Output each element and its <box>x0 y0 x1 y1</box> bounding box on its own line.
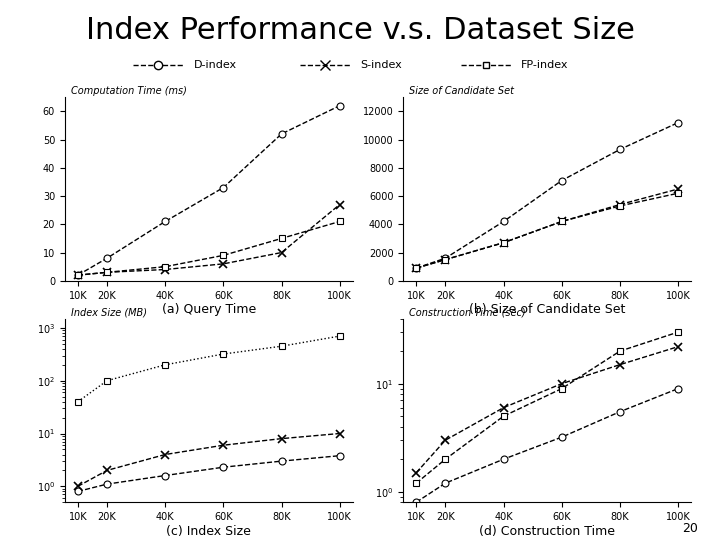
Text: Index Performance v.s. Dataset Size: Index Performance v.s. Dataset Size <box>86 16 634 45</box>
X-axis label: (c) Index Size: (c) Index Size <box>166 525 251 538</box>
X-axis label: (a) Query Time: (a) Query Time <box>162 303 256 316</box>
X-axis label: (d) Construction Time: (d) Construction Time <box>480 525 615 538</box>
Text: Size of Candidate Set: Size of Candidate Set <box>409 86 514 97</box>
Text: Computation Time (ms): Computation Time (ms) <box>71 86 186 97</box>
Text: 20: 20 <box>683 522 698 535</box>
Text: Index Size (MB): Index Size (MB) <box>71 308 147 318</box>
Text: Construction Time (sec): Construction Time (sec) <box>409 308 526 318</box>
Text: D-index: D-index <box>194 60 237 70</box>
Text: S-index: S-index <box>360 60 402 70</box>
Text: FP-index: FP-index <box>521 60 569 70</box>
X-axis label: (b) Size of Candidate Set: (b) Size of Candidate Set <box>469 303 626 316</box>
